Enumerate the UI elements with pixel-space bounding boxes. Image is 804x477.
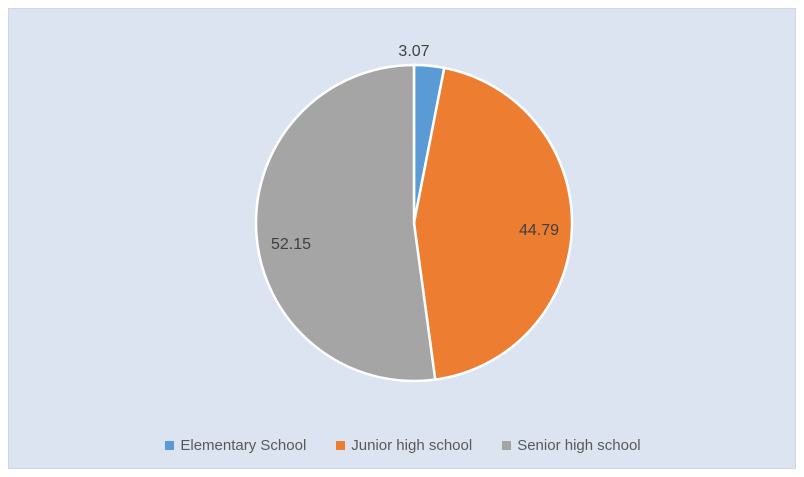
pie-slice-senior-high-school [254,63,437,383]
data-label-senior-high-school: 52.15 [271,236,311,253]
legend-label-elementary-school: Elementary School [180,437,307,454]
legend-item-elementary-school: Elementary School [165,437,306,454]
pie-chart: 3.07 44.79 52.15 [254,43,574,383]
legend-label-senior-high-school: Senior high school [517,437,641,454]
pie-data-labels: 3.07 44.79 52.15 [271,43,559,253]
legend-swatch-senior-high-school [502,441,512,450]
pie-slice-junior-high-school [412,66,574,381]
legend-item-senior-high-school: Senior high school [502,437,641,454]
legend: Elementary School Junior high school Sen… [9,437,797,454]
legend-swatch-elementary-school [165,441,175,450]
data-label-junior-high-school: 44.79 [519,222,559,239]
legend-label-junior-high-school: Junior high school [351,437,473,454]
data-label-elementary-school: 3.07 [398,43,429,60]
pie-slices [254,63,574,383]
legend-item-junior-high-school: Junior high school [336,437,472,454]
legend-swatch-junior-high-school [336,441,346,450]
chart-area: 3.07 44.79 52.15 Elementary School Junior … [8,8,796,469]
